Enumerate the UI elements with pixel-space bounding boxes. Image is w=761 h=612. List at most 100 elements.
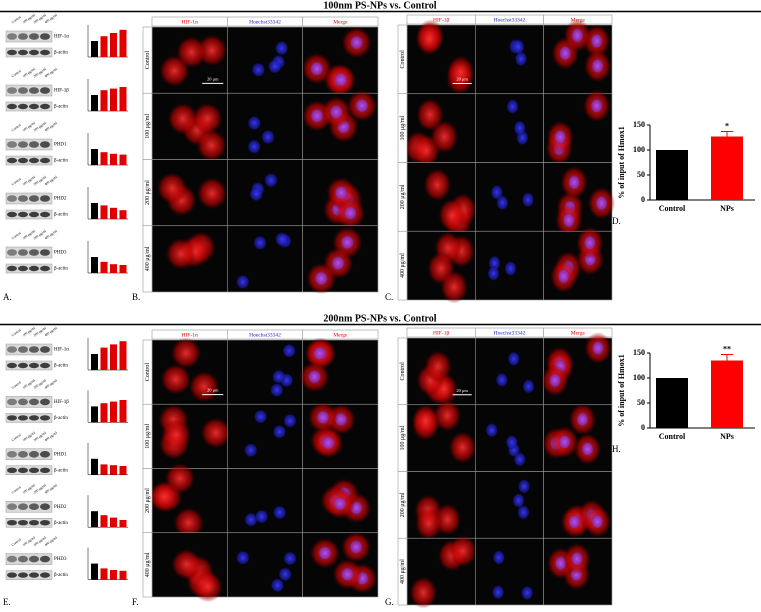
blot-protein: PHD3 <box>54 251 67 256</box>
nucleus <box>590 98 603 114</box>
blot-loading: β-actin <box>54 521 68 526</box>
panel-letter: F. <box>132 597 139 607</box>
cell-body <box>449 534 477 567</box>
blot-band <box>7 555 17 563</box>
lane-label: 100 μg/ml <box>22 229 36 241</box>
mini-bar <box>100 36 108 57</box>
row-label: Control <box>400 362 406 381</box>
blot-band <box>7 503 17 511</box>
nucleus <box>254 509 269 524</box>
lane-label: 200 μg/ml <box>33 326 47 338</box>
blot-band <box>29 141 39 148</box>
blot-loading: β-actin <box>54 159 68 164</box>
nucleus <box>275 232 289 247</box>
cell-body <box>438 198 466 232</box>
blot-band <box>18 49 28 56</box>
cell-body <box>424 350 452 383</box>
blot-loading: β-actin <box>54 416 68 421</box>
channel-header: HIF-1α <box>182 332 198 338</box>
row-label-box <box>142 532 153 598</box>
blot-band <box>29 362 39 369</box>
blot-loading: β-actin <box>54 468 68 473</box>
blot-band <box>29 503 39 511</box>
nucleus <box>513 120 526 136</box>
y-tick-label: 50 <box>637 170 645 179</box>
micrograph <box>302 225 379 295</box>
nucleus <box>576 412 589 427</box>
nucleus <box>343 205 358 221</box>
mini-bar <box>110 517 117 528</box>
nucleus <box>267 59 282 74</box>
nucleus <box>310 61 324 76</box>
lane-label: 400 μg/ml <box>44 121 58 133</box>
nucleus <box>249 186 263 202</box>
row-label: Control <box>145 363 151 382</box>
mini-bar <box>91 354 98 370</box>
micrograph <box>543 226 613 301</box>
bar <box>656 378 688 428</box>
lane-label: 200 μg/ml <box>33 431 47 443</box>
cell-body <box>165 237 196 270</box>
blot-band <box>29 572 39 578</box>
blot-band <box>18 265 28 272</box>
channel-header-box <box>302 329 379 340</box>
blot-band <box>18 467 28 473</box>
mini-bar <box>110 207 117 219</box>
lane-label: 400 μg/ml <box>44 483 58 495</box>
nucleus <box>349 540 363 555</box>
micrograph <box>302 159 379 229</box>
nucleus <box>568 514 581 530</box>
blot-band <box>7 87 17 94</box>
nucleus <box>521 585 534 601</box>
lane-label: Control <box>11 15 22 24</box>
micrograph-bg <box>475 471 544 539</box>
nucleus <box>521 192 535 208</box>
lane-label: Control <box>11 123 22 132</box>
cell-body <box>423 168 451 202</box>
blot-band <box>18 451 28 458</box>
nucleus <box>283 551 297 566</box>
cell-body <box>409 576 437 609</box>
section-title: 100nm PS-NPs vs. Control <box>323 0 436 11</box>
blot-band <box>40 265 50 272</box>
mini-bar <box>91 41 98 57</box>
nucleus <box>340 235 355 250</box>
cell-body <box>415 22 443 56</box>
row-label: 200 μg/ml <box>145 180 151 205</box>
lane-label: 400 μg/ml <box>44 326 58 338</box>
blot-band <box>18 572 28 578</box>
nucleus <box>329 104 343 120</box>
mini-bar <box>119 400 127 423</box>
channel-header: Merge <box>571 330 586 336</box>
channel-header: HIF-1β <box>433 330 449 336</box>
row-label: 100 μg/ml <box>145 114 151 139</box>
blot-band <box>18 520 28 526</box>
micrograph <box>406 399 477 472</box>
micrograph <box>227 532 303 598</box>
micrograph <box>475 337 544 406</box>
blot-band <box>18 362 28 369</box>
blot-band <box>7 103 17 110</box>
channel-header: HIF-1α <box>182 19 198 25</box>
row-label: Control <box>400 50 406 69</box>
blot-band <box>18 211 28 218</box>
blot-band <box>7 33 17 40</box>
nucleus <box>251 62 266 78</box>
micrograph <box>151 92 228 162</box>
lane-label: Control <box>11 485 22 494</box>
nucleus <box>278 567 292 582</box>
row-label: 400 μg/ml <box>145 552 151 577</box>
blot-band <box>18 141 28 148</box>
mini-bar <box>91 406 98 423</box>
micrograph <box>227 339 303 405</box>
y-tick-label: 0 <box>641 423 645 432</box>
nucleus <box>570 551 584 567</box>
nucleus <box>496 195 509 211</box>
nucleus <box>517 504 530 520</box>
lane-label: Control <box>11 328 22 337</box>
lane-label: 100 μg/ml <box>22 483 36 495</box>
row-label: 200 μg/ml <box>145 488 151 513</box>
nucleus <box>270 382 284 398</box>
nucleus <box>562 212 575 228</box>
cell-body <box>415 507 443 540</box>
